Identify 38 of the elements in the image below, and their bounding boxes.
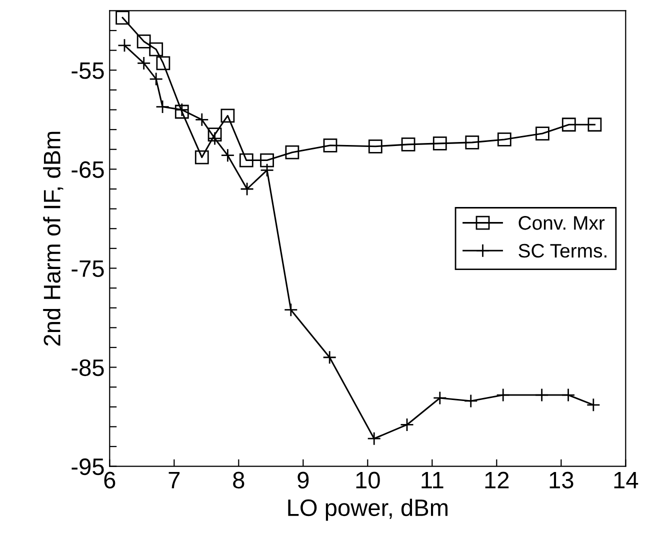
point bbox=[465, 136, 480, 150]
x-tick-label: 7 bbox=[168, 472, 180, 488]
point bbox=[220, 108, 235, 123]
x-tick-label: 9 bbox=[298, 472, 309, 489]
x-tick-label: 10 bbox=[356, 472, 380, 489]
point bbox=[368, 139, 382, 154]
point bbox=[239, 153, 254, 168]
point bbox=[136, 34, 151, 48]
point bbox=[208, 128, 222, 142]
y-tick-label: -55 bbox=[72, 62, 104, 79]
x-axis-title: LO power, dBm bbox=[288, 498, 448, 521]
point bbox=[323, 138, 338, 152]
legend-label: Conv. Mxr bbox=[518, 216, 605, 230]
x-tick-label: 14 bbox=[614, 472, 638, 488]
point bbox=[588, 118, 602, 132]
y-tick-label: -95 bbox=[72, 458, 104, 476]
point bbox=[432, 136, 447, 150]
point bbox=[116, 10, 130, 25]
point bbox=[156, 56, 170, 70]
point bbox=[401, 137, 416, 152]
x-tick-label: 8 bbox=[233, 472, 244, 489]
x-tick-label: 6 bbox=[104, 472, 116, 489]
point bbox=[149, 42, 164, 56]
x-tick-label: 12 bbox=[485, 472, 509, 488]
y-tick-label: -75 bbox=[72, 260, 104, 278]
x-tick-label: 11 bbox=[422, 472, 444, 488]
point bbox=[194, 150, 209, 164]
legend-label: SC Terms. bbox=[518, 244, 606, 258]
point bbox=[118, 38, 132, 52]
y-tick-label: -65 bbox=[72, 161, 104, 178]
y-axis-title: 2nd Harm of IF, dBm bbox=[43, 132, 64, 346]
point bbox=[285, 145, 300, 160]
point bbox=[497, 132, 512, 146]
x-tick-label: 13 bbox=[550, 472, 574, 489]
point bbox=[260, 153, 274, 168]
point bbox=[562, 118, 576, 132]
y-tick-label: -85 bbox=[72, 359, 104, 376]
point bbox=[536, 126, 550, 140]
